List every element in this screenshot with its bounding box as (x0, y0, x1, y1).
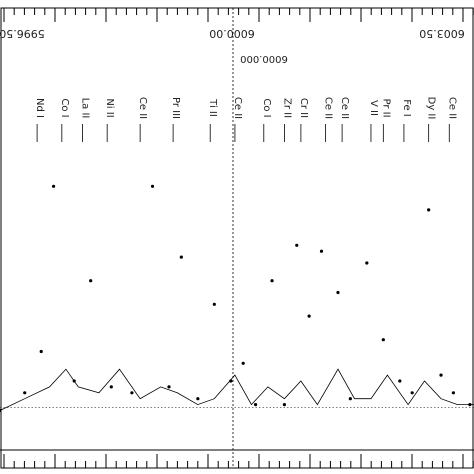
data-point (51, 184, 56, 188)
data-point (410, 391, 414, 395)
line-id-label: Nd I (34, 98, 45, 118)
line-id-label: Pr III (170, 97, 181, 119)
axis-tick-label: 6000.00 (209, 27, 255, 40)
data-point (365, 261, 369, 265)
plot-frame (0, 7, 474, 469)
data-point (130, 391, 134, 395)
axis-tick-label: 5996.50 (0, 27, 45, 40)
data-point (270, 279, 274, 283)
data-point (307, 314, 311, 318)
line-id-label: Pr II (380, 98, 391, 117)
data-point (179, 255, 183, 259)
data-point (451, 391, 455, 395)
data-point (336, 290, 340, 295)
line-id-label: Ce II (232, 97, 243, 119)
line-id-label: Ni II (104, 98, 115, 117)
data-point (282, 403, 286, 407)
data-point (212, 302, 216, 306)
data-point (381, 338, 385, 342)
line-id-label: Ti II (207, 98, 218, 117)
model-line (0, 368, 474, 411)
data-point (319, 249, 324, 253)
axis-tick-label: 6003.50 (419, 27, 465, 40)
line-id-label: La II (79, 98, 90, 119)
line-id-label: Co I (261, 98, 272, 117)
data-point (89, 279, 93, 283)
data-point (23, 391, 27, 395)
data-point (39, 349, 43, 354)
line-id-label: Ce II (339, 97, 350, 119)
line-id-label: Ce II (446, 97, 457, 119)
data-point (109, 385, 113, 389)
line-id-label: Co I (59, 98, 70, 117)
line-id-label: Dy II (426, 97, 437, 120)
line-id-label: Cr II (298, 98, 309, 118)
data-point (150, 184, 155, 188)
center-marker-label: 6000.000 (240, 53, 288, 64)
data-point (439, 373, 443, 377)
data-point (398, 379, 402, 383)
line-id-label: Zr II (281, 98, 292, 118)
line-id-label: Ce II (137, 97, 148, 119)
line-id-label: V II (368, 100, 379, 116)
data-point (241, 361, 245, 365)
line-id-label: Ce II (323, 97, 334, 119)
data-point (167, 385, 171, 389)
data-point (295, 243, 299, 247)
line-id-label: Fe I (401, 99, 412, 117)
data-point (427, 208, 431, 212)
data-point (253, 403, 258, 407)
data-point (196, 397, 200, 401)
data-point (348, 397, 352, 401)
